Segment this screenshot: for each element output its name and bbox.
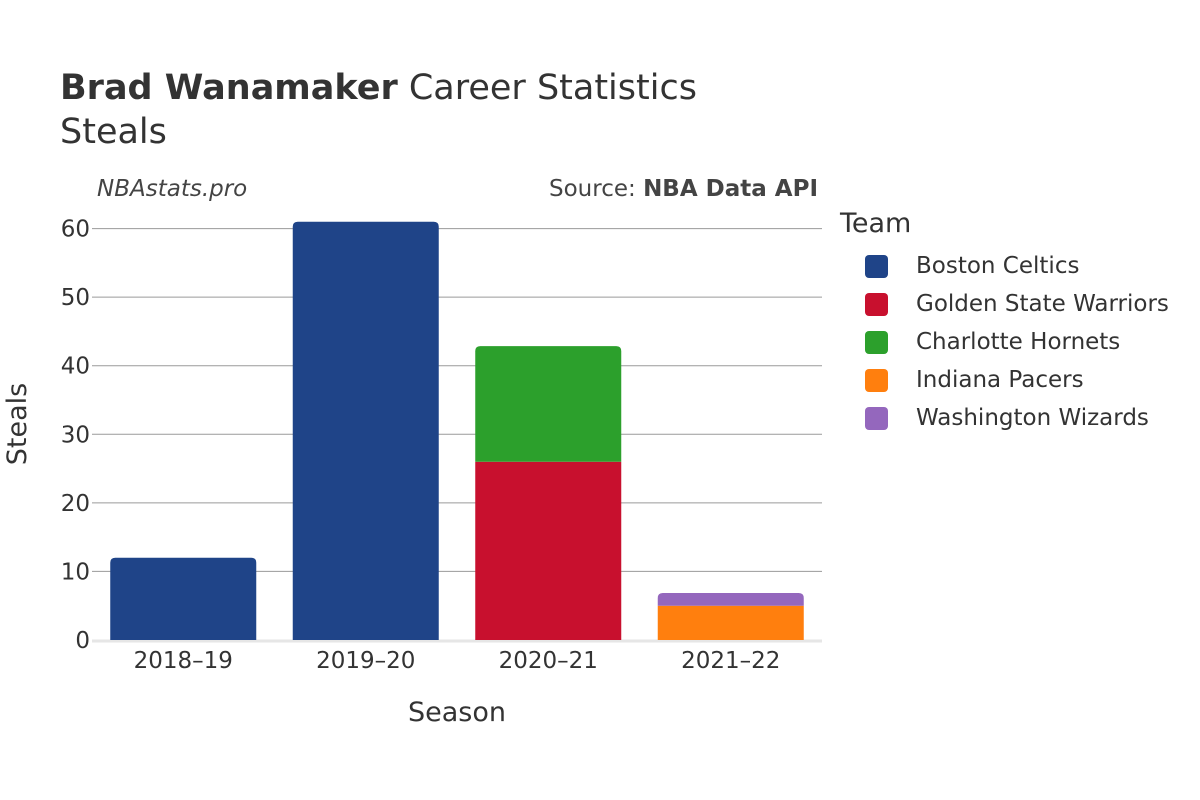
legend-label: Boston Celtics — [916, 253, 1080, 279]
y-tick-label: 60 — [61, 217, 90, 243]
legend-swatch — [865, 292, 888, 316]
source-prefix: Source: — [549, 176, 644, 202]
y-tick-label: 30 — [61, 422, 90, 448]
watermark: NBAstats.pro — [97, 176, 248, 202]
source-credit: Source: NBA Data API — [549, 176, 818, 202]
bar-indiana-pacers — [657, 605, 804, 640]
bar-golden-state-warriors — [475, 461, 622, 640]
legend-label: Washington Wizards — [916, 405, 1149, 431]
legend-label: Charlotte Hornets — [916, 329, 1121, 355]
legend-title: Team — [840, 208, 912, 239]
y-tick-label: 40 — [61, 354, 90, 380]
bar-charlotte-hornets — [475, 346, 622, 462]
bar-boston-celtics — [292, 221, 439, 640]
title-player: Brad Wanamaker — [60, 68, 398, 108]
x-tick-label: 2021–22 — [681, 648, 780, 674]
title-rest: Career Statistics — [397, 68, 697, 108]
legend-swatch — [865, 330, 888, 354]
y-tick-label: 10 — [61, 559, 90, 585]
x-tick-label: 2020–21 — [499, 648, 598, 674]
y-axis-title: Steals — [2, 383, 33, 465]
legend-label: Indiana Pacers — [916, 367, 1084, 393]
legend-item-golden-state-warriors[interactable]: Golden State Warriors — [840, 285, 1169, 323]
bar-boston-celtics — [110, 557, 257, 640]
bar-washington-wizards — [657, 593, 804, 606]
legend-swatch — [865, 254, 888, 278]
x-tick-label: 2019–20 — [316, 648, 415, 674]
source-name: NBA Data API — [643, 176, 818, 202]
x-axis-title: Season — [408, 697, 506, 728]
y-tick-label: 0 — [75, 628, 90, 654]
legend-item-washington-wizards[interactable]: Washington Wizards — [840, 399, 1169, 437]
legend-swatch — [865, 368, 888, 392]
legend-label: Golden State Warriors — [916, 291, 1169, 317]
legend-item-boston-celtics[interactable]: Boston Celtics — [840, 247, 1169, 285]
legend-item-indiana-pacers[interactable]: Indiana Pacers — [840, 361, 1169, 399]
legend: Team Boston Celtics Golden State Warrior… — [840, 208, 1169, 437]
chart-title: Brad Wanamaker Career Statistics Steals — [60, 66, 697, 154]
legend-swatch — [865, 406, 888, 430]
x-tick-label: 2018–19 — [134, 648, 233, 674]
y-tick-label: 50 — [61, 285, 90, 311]
y-tick-label: 20 — [61, 491, 90, 517]
legend-item-charlotte-hornets[interactable]: Charlotte Hornets — [840, 323, 1169, 361]
chart-subtitle: Steals — [60, 112, 167, 152]
